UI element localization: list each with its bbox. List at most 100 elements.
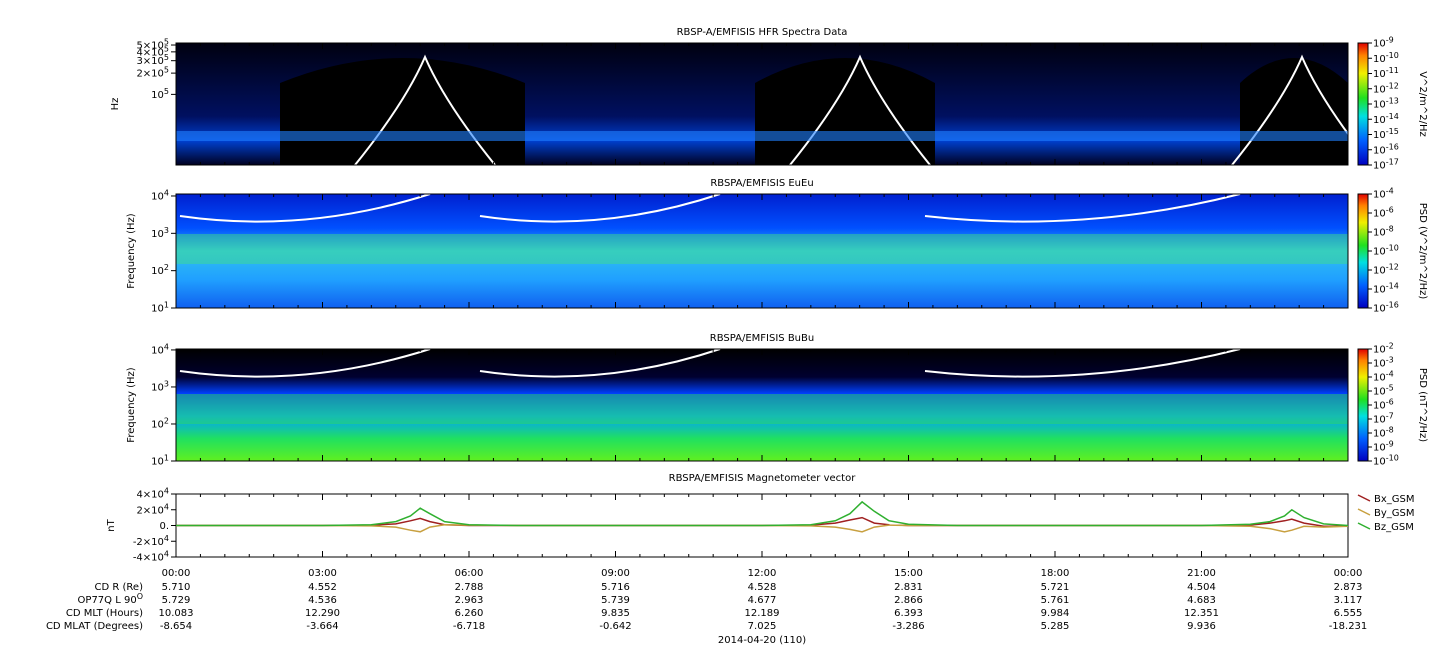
tick-label: 10-6 <box>1373 398 1394 412</box>
cyclotron-line <box>179 348 431 378</box>
tick-mantissa: 2×10 <box>136 505 163 516</box>
ephemeris-value: -6.718 <box>453 621 485 632</box>
tick-label: 10-15 <box>1373 127 1399 141</box>
ephemeris-value: 7.025 <box>748 621 777 632</box>
tick-exponent: 4 <box>164 534 169 543</box>
spectrogram <box>176 194 1348 308</box>
tick-mantissa: 10 <box>151 419 164 430</box>
tick-exponent: -17 <box>1386 158 1399 167</box>
tick-label: 10-10 <box>1373 454 1399 468</box>
tick-exponent: -16 <box>1386 301 1399 310</box>
ephemeris-value: 5.721 <box>1041 582 1070 593</box>
ephemeris-value: 6.393 <box>894 608 923 619</box>
tick-exponent: -5 <box>1386 384 1394 393</box>
tick-mantissa: 3×10 <box>136 56 163 67</box>
ephemeris-value: 4.552 <box>308 582 337 593</box>
tick-mantissa: 10 <box>1373 161 1386 172</box>
x-tick-label: 18:00 <box>1041 568 1070 579</box>
tick-label: 101 <box>151 301 169 315</box>
tick-label: 10-3 <box>1373 356 1394 370</box>
tick-mantissa: 10 <box>1373 345 1386 356</box>
legend-label: By_GSM <box>1374 508 1415 519</box>
band <box>176 394 1348 424</box>
tick-exponent: -3 <box>1386 356 1394 365</box>
ephemeris-value: 9.835 <box>601 608 630 619</box>
panel-title: RBSP-A/EMFISIS HFR Spectra Data <box>677 27 848 38</box>
tick-mantissa: 10 <box>1373 387 1386 398</box>
tick-mantissa: 10 <box>1373 84 1386 95</box>
tick-label: 105 <box>151 87 169 101</box>
tick-exponent: -10 <box>1386 51 1399 60</box>
tick-mantissa: -4×10 <box>133 553 164 564</box>
y-axis-label: Frequency (Hz) <box>126 213 137 289</box>
cyclotron-line <box>924 348 1241 378</box>
tick-mantissa: 10 <box>1373 359 1386 370</box>
ephemeris-value: 12.351 <box>1184 608 1219 619</box>
tick-exponent: -14 <box>1386 112 1399 121</box>
tick-exponent: -10 <box>1386 454 1399 463</box>
tick-exponent: -8 <box>1386 426 1394 435</box>
ephemeris-value: 5.739 <box>601 595 630 606</box>
ephemeris-value: 6.260 <box>455 608 484 619</box>
tick-mantissa: 4×10 <box>136 47 163 58</box>
legend-swatch <box>1357 494 1371 502</box>
ephemeris-label: OP77Q L 90O <box>78 592 143 606</box>
tick-label: 103 <box>151 379 169 393</box>
tick-mantissa: 10 <box>1373 100 1386 111</box>
ephemeris-value: 4.536 <box>308 595 337 606</box>
tick-exponent: 2 <box>164 263 169 272</box>
ephemeris-value: 12.290 <box>305 608 340 619</box>
tick-exponent: -7 <box>1386 412 1394 421</box>
tick-exponent: 5 <box>164 87 169 96</box>
tick-text: 0. <box>159 521 169 532</box>
ephemeris-value: 6.555 <box>1334 608 1363 619</box>
tick-mantissa: 10 <box>1373 190 1386 201</box>
series-line <box>176 500 1349 527</box>
tick-mantissa: 10 <box>151 382 164 393</box>
tick-exponent: -10 <box>1386 244 1399 253</box>
ephemeris-value: 2.831 <box>894 582 923 593</box>
ephemeris-value: 9.984 <box>1041 608 1070 619</box>
colorbar <box>1357 42 1369 166</box>
tick-mantissa: -2×10 <box>133 537 164 548</box>
tick-mantissa: 10 <box>1373 69 1386 80</box>
ephemeris-value: 10.083 <box>159 608 194 619</box>
tick-label: 0. <box>159 521 169 532</box>
ephemeris-value: 5.710 <box>162 582 191 593</box>
tick-mantissa: 10 <box>151 191 164 202</box>
ephemeris-value: 2.788 <box>455 582 484 593</box>
ephemeris-value: 9.936 <box>1187 621 1216 632</box>
x-tick-label: 09:00 <box>601 568 630 579</box>
tick-mantissa: 10 <box>1373 373 1386 384</box>
tick-mantissa: 10 <box>1373 415 1386 426</box>
date-label: 2014-04-20 (110) <box>718 635 806 646</box>
panel-title: RBSPA/EMFISIS Magnetometer vector <box>669 473 857 484</box>
tick-label: 10-12 <box>1373 263 1399 277</box>
series-line <box>176 523 1349 533</box>
tick-exponent: 5 <box>164 66 169 75</box>
tick-label: 5×105 <box>136 38 169 52</box>
tick-label: 103 <box>151 226 169 240</box>
tick-exponent: -8 <box>1386 225 1394 234</box>
tick-mantissa: 10 <box>151 266 164 277</box>
tick-exponent: 3 <box>164 226 169 235</box>
ephemeris-value: 3.117 <box>1334 595 1363 606</box>
ephemeris-value: -3.664 <box>306 621 338 632</box>
y-axis-label: nT <box>106 518 117 531</box>
tick-label: 10-14 <box>1373 282 1399 296</box>
tick-label: -4×104 <box>133 550 169 564</box>
band <box>176 131 1348 141</box>
tick-exponent: 4 <box>164 487 169 496</box>
tick-label: 2×104 <box>136 502 169 516</box>
tick-label: 102 <box>151 263 169 277</box>
ephemeris-value: -8.654 <box>160 621 192 632</box>
tick-mantissa: 10 <box>151 229 164 240</box>
legend-label: Bz_GSM <box>1374 522 1414 533</box>
x-tick-label: 12:00 <box>748 568 777 579</box>
colorbar-label: PSD (V^2/m^2/Hz) <box>1417 203 1428 300</box>
tick-mantissa: 10 <box>1373 54 1386 65</box>
tick-mantissa: 10 <box>1373 209 1386 220</box>
ephemeris-value: 12.189 <box>745 608 780 619</box>
ephemeris-value: 2.866 <box>894 595 923 606</box>
